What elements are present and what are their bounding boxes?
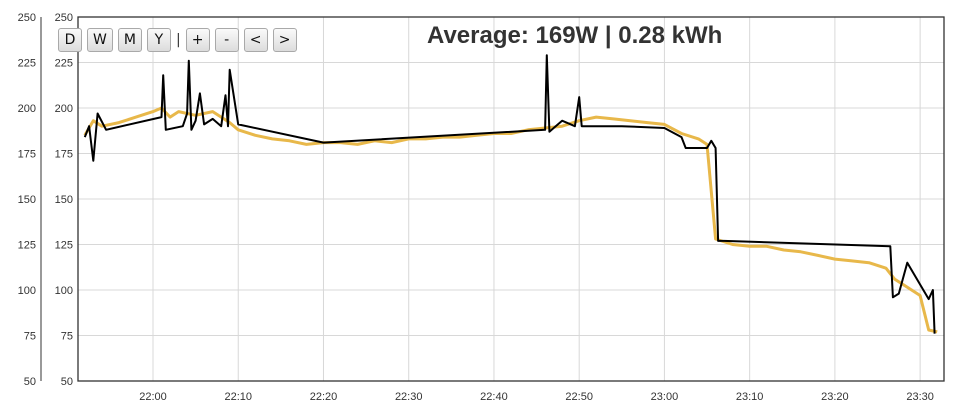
y-tick-label: 125 [55, 240, 73, 252]
plot-frame [77, 16, 945, 382]
x-tick-label: 23:20 [821, 391, 849, 403]
x-tick-label: 22:50 [565, 391, 593, 403]
y-tick-label: 200 [55, 103, 73, 115]
x-tick-label: 22:00 [139, 391, 167, 403]
y-tick-label: 150 [55, 194, 73, 206]
series-average-line [83, 54, 936, 334]
x-tick-label: 23:00 [651, 391, 679, 403]
y-tick-label-outer: 50 [24, 376, 36, 388]
y-tick-label: 75 [61, 331, 73, 343]
y-tick-label-outer: 225 [18, 58, 36, 70]
x-tick-label: 23:30 [906, 391, 934, 403]
zoom-out-button[interactable]: - [214, 28, 239, 52]
x-tick-label: 23:10 [736, 391, 764, 403]
y-tick-label-outer: 175 [18, 149, 36, 161]
x-tick-label: 22:10 [224, 391, 252, 403]
y-tick-label: 175 [55, 149, 73, 161]
series-raw-line [83, 106, 938, 334]
week-button[interactable]: W [87, 28, 113, 52]
y-tick-label-outer: 150 [18, 194, 36, 206]
y-tick-label-outer: 125 [18, 240, 36, 252]
month-button[interactable]: M [117, 28, 142, 52]
y-tick-label-outer: 75 [24, 331, 36, 343]
y-tick-label: 100 [55, 285, 73, 297]
x-tick-label: 22:20 [310, 391, 338, 403]
chart-title: Average: 169W | 0.28 kWh [427, 22, 723, 49]
y-tick-label: 50 [61, 376, 73, 388]
y-tick-label-outer: 250 [18, 12, 36, 24]
pan-left-button[interactable]: < [243, 28, 268, 52]
x-tick-label: 22:40 [480, 391, 508, 403]
day-button[interactable]: D [58, 28, 82, 52]
y-tick-label: 250 [55, 12, 73, 24]
toolbar-separator: | [175, 32, 181, 48]
pan-right-button[interactable]: > [272, 28, 297, 52]
y-tick-label-outer: 200 [18, 103, 36, 115]
x-tick-label: 22:30 [395, 391, 423, 403]
range-toolbar: D W M Y | + - < > [58, 28, 302, 52]
year-button[interactable]: Y [146, 28, 171, 52]
zoom-in-button[interactable]: + [185, 28, 210, 52]
y-tick-label: 225 [55, 58, 73, 70]
y-tick-label-outer: 100 [18, 285, 36, 297]
